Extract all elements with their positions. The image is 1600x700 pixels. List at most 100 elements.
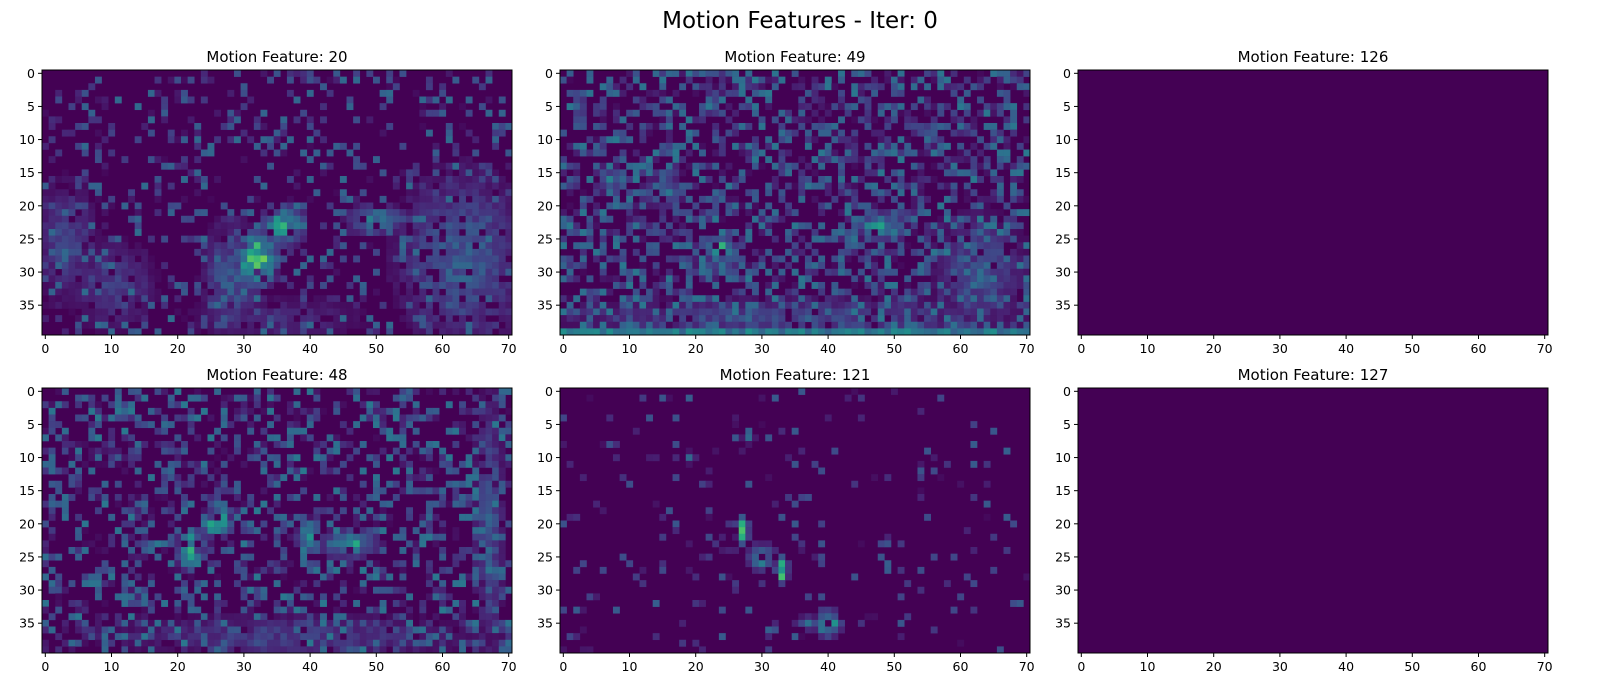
heatmap-cell <box>267 142 274 150</box>
heatmap-cell <box>599 268 607 276</box>
heatmap-cell <box>366 176 374 183</box>
heatmap-cell <box>798 275 806 283</box>
heatmap-cell <box>771 275 779 283</box>
heatmap-cell <box>68 580 76 588</box>
heatmap-cell <box>293 421 301 429</box>
heatmap-cell <box>181 156 188 164</box>
y-tick-label: 15 <box>537 165 553 180</box>
heatmap-cell <box>48 447 56 455</box>
heatmap-cell <box>200 460 208 468</box>
heatmap-cell <box>313 447 321 455</box>
heatmap-cell <box>505 407 513 415</box>
heatmap-cell <box>366 540 374 548</box>
heatmap-cell <box>445 460 453 468</box>
heatmap-cell <box>897 109 905 117</box>
heatmap-cell <box>943 301 951 309</box>
heatmap-cell <box>838 229 845 236</box>
heatmap-cell <box>791 162 799 170</box>
heatmap-cell <box>174 553 182 561</box>
heatmap-cell <box>300 520 308 528</box>
heatmap-cell <box>452 76 460 84</box>
heatmap-cell <box>392 176 400 183</box>
heatmap-cell <box>379 527 387 535</box>
heatmap-cell <box>639 123 647 130</box>
heatmap-cell <box>990 255 998 263</box>
heatmap-cell <box>306 89 314 97</box>
heatmap-cell <box>392 275 400 283</box>
heatmap-cell <box>910 149 918 157</box>
heatmap-cell <box>963 301 971 309</box>
heatmap-cell <box>273 580 281 588</box>
heatmap-cell <box>917 315 925 323</box>
heatmap-cell <box>465 626 473 634</box>
heatmap-cell <box>492 487 500 495</box>
heatmap-cell <box>897 222 905 230</box>
heatmap-cell <box>233 136 241 144</box>
heatmap-cell <box>214 315 222 323</box>
heatmap-cell <box>353 586 361 594</box>
heatmap-cell <box>485 454 493 462</box>
heatmap-cell <box>758 421 766 429</box>
heatmap-cell <box>632 268 640 276</box>
heatmap-cell <box>406 460 413 468</box>
heatmap-cell <box>485 209 493 217</box>
heatmap-cell <box>207 513 215 521</box>
heatmap-cell <box>81 394 89 402</box>
heatmap-cell <box>712 162 720 170</box>
heatmap-cell <box>485 573 493 581</box>
heatmap-cell <box>247 447 255 455</box>
heatmap-cell <box>478 606 486 614</box>
heatmap-cell <box>579 262 587 270</box>
heatmap-cell <box>996 70 1004 77</box>
heatmap-cell <box>472 195 480 203</box>
heatmap-cell <box>732 70 740 77</box>
heatmap-cell <box>593 202 601 210</box>
heatmap-cell <box>606 169 614 177</box>
heatmap-cell <box>88 626 96 634</box>
heatmap-cell <box>917 321 925 329</box>
heatmap-cell <box>445 189 453 197</box>
heatmap-cell <box>824 414 832 422</box>
heatmap-cell <box>247 540 255 548</box>
heatmap-cell <box>68 639 76 647</box>
heatmap-cell <box>791 255 799 263</box>
heatmap-cell <box>134 619 142 627</box>
heatmap-cell <box>48 301 56 309</box>
heatmap-cell <box>864 275 872 283</box>
heatmap-cell <box>831 103 839 111</box>
heatmap-cell <box>977 109 984 117</box>
heatmap-cell <box>55 487 63 495</box>
heatmap-cell <box>498 268 506 276</box>
heatmap-cell <box>372 626 380 634</box>
heatmap-cell <box>306 513 314 521</box>
heatmap-cell <box>55 401 63 409</box>
heatmap-cell <box>108 242 116 250</box>
heatmap-cell <box>359 222 367 230</box>
heatmap-cell <box>725 268 733 276</box>
heatmap-cell <box>425 301 433 309</box>
heatmap-cell <box>560 321 567 329</box>
heatmap-cell <box>838 321 845 329</box>
heatmap-cell <box>785 494 792 501</box>
heatmap-cell <box>732 195 740 203</box>
heatmap-cell <box>260 70 268 77</box>
heatmap-cell <box>950 215 958 223</box>
heatmap-cell <box>492 235 500 243</box>
heatmap-cell <box>445 639 453 647</box>
heatmap-cell <box>425 407 433 415</box>
heatmap-cell <box>924 83 931 91</box>
heatmap-cell <box>300 215 308 223</box>
heatmap-cell <box>560 295 567 303</box>
heatmap-cell <box>439 606 447 614</box>
heatmap-cell <box>432 593 440 601</box>
heatmap-cell <box>505 295 513 303</box>
heatmap-cell <box>659 315 667 323</box>
heatmap-cell <box>174 89 182 97</box>
heatmap-cell <box>68 222 76 230</box>
heatmap-cell <box>785 229 792 236</box>
x-tick-label: 60 <box>435 659 451 674</box>
heatmap-cell <box>877 328 885 336</box>
heatmap-cell <box>273 70 281 77</box>
heatmap-cell <box>247 209 255 217</box>
heatmap-cell <box>452 388 460 395</box>
